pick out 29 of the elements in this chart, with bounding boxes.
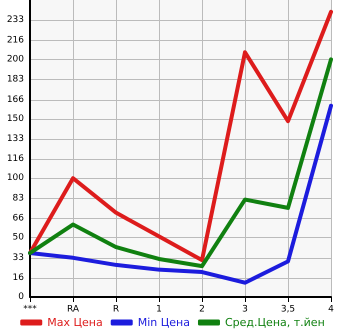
y-tick-label: 116 (6, 154, 24, 164)
legend-label: Max Цена (47, 316, 103, 329)
x-tick-label: 3,5 (280, 304, 296, 314)
x-tick-label: 4 (328, 304, 334, 314)
y-tick-label: 33 (12, 252, 24, 263)
y-tick-label: 83 (12, 193, 24, 204)
y-tick-label: 16 (12, 272, 24, 283)
x-tick-label: RA (66, 304, 80, 314)
x-tick-label: 2 (199, 304, 205, 314)
y-tick-label: 166 (6, 94, 24, 105)
y-tick-label: 100 (6, 173, 24, 184)
y-tick-label: 50 (12, 232, 24, 243)
y-tick-label: 0 (18, 292, 24, 302)
line-series (28, 57, 333, 268)
y-tick-label: 66 (12, 214, 24, 224)
y-tick-label: 233 (6, 15, 24, 26)
x-tick-label: *** (23, 304, 38, 314)
y-tick-label: 216 (6, 35, 24, 46)
y-tick-label: 183 (6, 74, 24, 85)
legend-label: Min Цена (138, 316, 190, 329)
x-tick-label: 3 (242, 304, 248, 314)
x-tick-label: R (112, 304, 120, 314)
legend-label: Сред.Цена, т.йен (224, 316, 325, 329)
line-series (28, 10, 333, 262)
line-series (28, 104, 333, 285)
y-tick-label: 200 (6, 54, 24, 64)
x-tick-label: 1 (156, 304, 162, 314)
y-tick-label: 133 (6, 134, 24, 144)
y-tick-label: 150 (6, 114, 24, 124)
